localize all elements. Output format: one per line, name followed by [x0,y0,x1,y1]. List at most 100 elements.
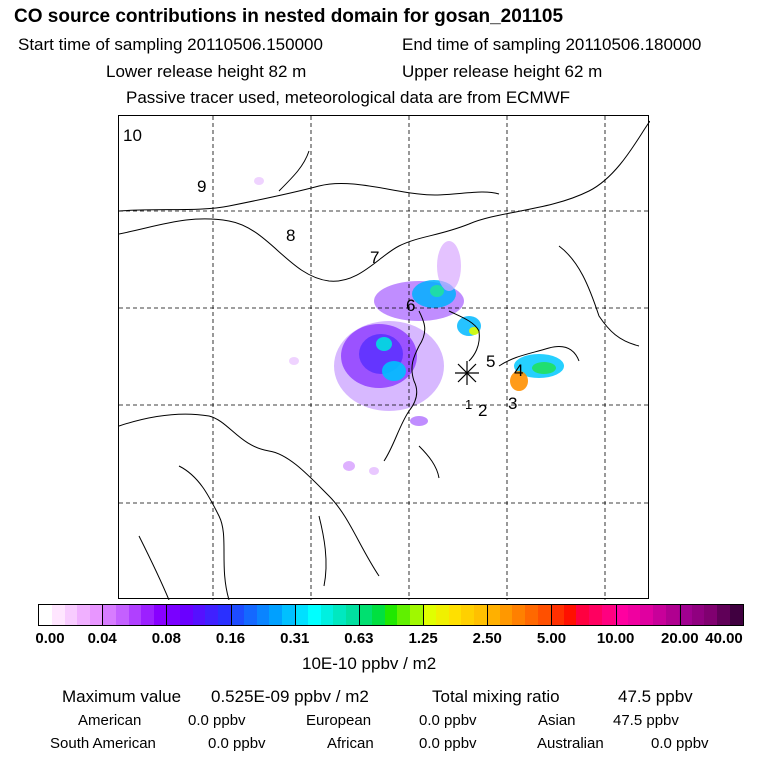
colorbar-tick-label: 5.00 [536,630,567,647]
region-value-african: 0.0 ppbv [419,735,477,752]
colorbar-tick-label: 0.31 [280,630,310,647]
region-name-south-american: South American [50,735,156,752]
colorbar-swatch [384,605,398,625]
colorbar-tick-label: 10.00 [596,630,635,647]
colorbar-swatch [589,605,603,625]
region-value-european: 0.0 ppbv [419,712,477,729]
colorbar-divider [39,605,360,625]
colorbar-swatch [717,605,731,625]
colorbar-swatch [704,605,718,625]
colorbar-swatch [474,605,487,625]
colorbar-swatch [486,605,500,625]
colorbar-swatch [525,605,539,625]
colorbar-swatch [563,605,577,625]
colorbar-swatch [166,605,180,625]
colorbar-swatch [602,605,615,625]
colorbar-tick-label: 0.08 [151,630,181,647]
colorbar-tick-label: 2.50 [472,630,502,647]
colorbar-swatch [653,605,667,625]
colorbar-swatch [243,605,257,625]
colorbar-swatch [627,605,641,625]
colorbar-swatch [269,605,283,625]
colorbar-swatch [691,605,705,625]
colorbar-swatch [128,605,142,625]
colorbar-swatch [678,605,692,625]
colorbar-swatch [64,605,78,625]
region-value-asian: 47.5 ppbv [613,712,679,729]
trajectory-label: 5 [486,352,496,371]
colorbar-divider [39,605,553,625]
colorbar-swatch [422,605,436,625]
colorbar-swatch [307,605,321,625]
lower-release-label: Lower release height 82 m [106,62,307,81]
colorbar-tick-label: 0.00 [35,630,65,647]
colorbar-swatch [371,605,385,625]
region-name-american: American [78,712,142,729]
colorbar-swatch [730,605,743,625]
map-panel: 10 9 8 7 6 5 4 3 2 1 [118,115,650,600]
region-value-south-american: 0.0 ppbv [208,735,266,752]
trajectory-label: 7 [370,248,380,267]
trajectory-label: 2 [478,401,488,420]
colorbar-tick-label: 0.04 [87,630,117,647]
max-value-label: Maximum value [62,687,182,706]
colorbar-divider [39,605,168,625]
plume-field [254,177,564,475]
end-time-label: End time of sampling 20110506.180000 [402,35,702,54]
start-time-label: Start time of sampling 20110506.150000 [18,35,323,54]
colorbar [38,604,744,626]
upper-release-label: Upper release height 62 m [402,62,603,81]
colorbar-swatch [230,605,244,625]
colorbar-swatch [77,605,91,625]
trajectory-label: 9 [197,177,207,196]
colorbar-swatch [218,605,231,625]
colorbar-swatch [614,605,628,625]
colorbar-swatch [294,605,308,625]
colorbar-divider [39,605,296,625]
colorbar-divider [39,605,681,625]
colorbar-swatch [192,605,206,625]
trajectory-label: 8 [286,226,296,245]
colorbar-swatch [550,605,564,625]
trajectory-label: 1 [465,397,473,412]
colorbar-swatch [448,605,462,625]
colorbar-divider [39,605,489,625]
region-name-african: African [327,735,374,752]
tracer-note: Passive tracer used, meteorological data… [126,88,571,107]
colorbar-divider [39,605,232,625]
map-title: CO source contributions in nested domain… [14,6,564,27]
colorbar-swatch [90,605,103,625]
colorbar-swatch [512,605,526,625]
region-name-australian: Australian [537,735,604,752]
trajectory-label: 6 [406,296,416,315]
colorbar-swatch [205,605,219,625]
colorbar-tick-label: 40.00 [705,630,743,647]
trajectory-label: 10 [123,126,142,145]
colorbar-divider [39,605,425,625]
colorbar-swatch [115,605,129,625]
colorbar-divider [39,605,617,625]
colorbar-swatch [397,605,411,625]
colorbar-swatch [179,605,193,625]
colorbar-swatch [154,605,167,625]
colorbar-swatch [346,605,359,625]
map-canvas [119,116,650,600]
colorbar-swatch [666,605,679,625]
colorbar-swatch [461,605,475,625]
colorbar-swatch [499,605,513,625]
colorbar-tick-label: 20.00 [661,630,699,647]
colorbar-tick-label: 1.25 [408,630,438,647]
asterisk-icon [455,361,479,385]
lat-lon-grid [119,116,650,600]
colorbar-swatch [410,605,423,625]
colorbar-swatch [51,605,65,625]
trajectory-label: 4 [514,361,524,380]
region-name-asian: Asian [538,712,576,729]
colorbar-swatch [333,605,347,625]
colorbar-swatch [256,605,270,625]
colorbar-swatch [435,605,449,625]
colorbar-swatch [102,605,116,625]
colorbar-swatch [320,605,334,625]
colorbar-swatch [39,605,52,625]
colorbar-unit-label: 10E-10 ppbv / m2 [302,654,437,673]
